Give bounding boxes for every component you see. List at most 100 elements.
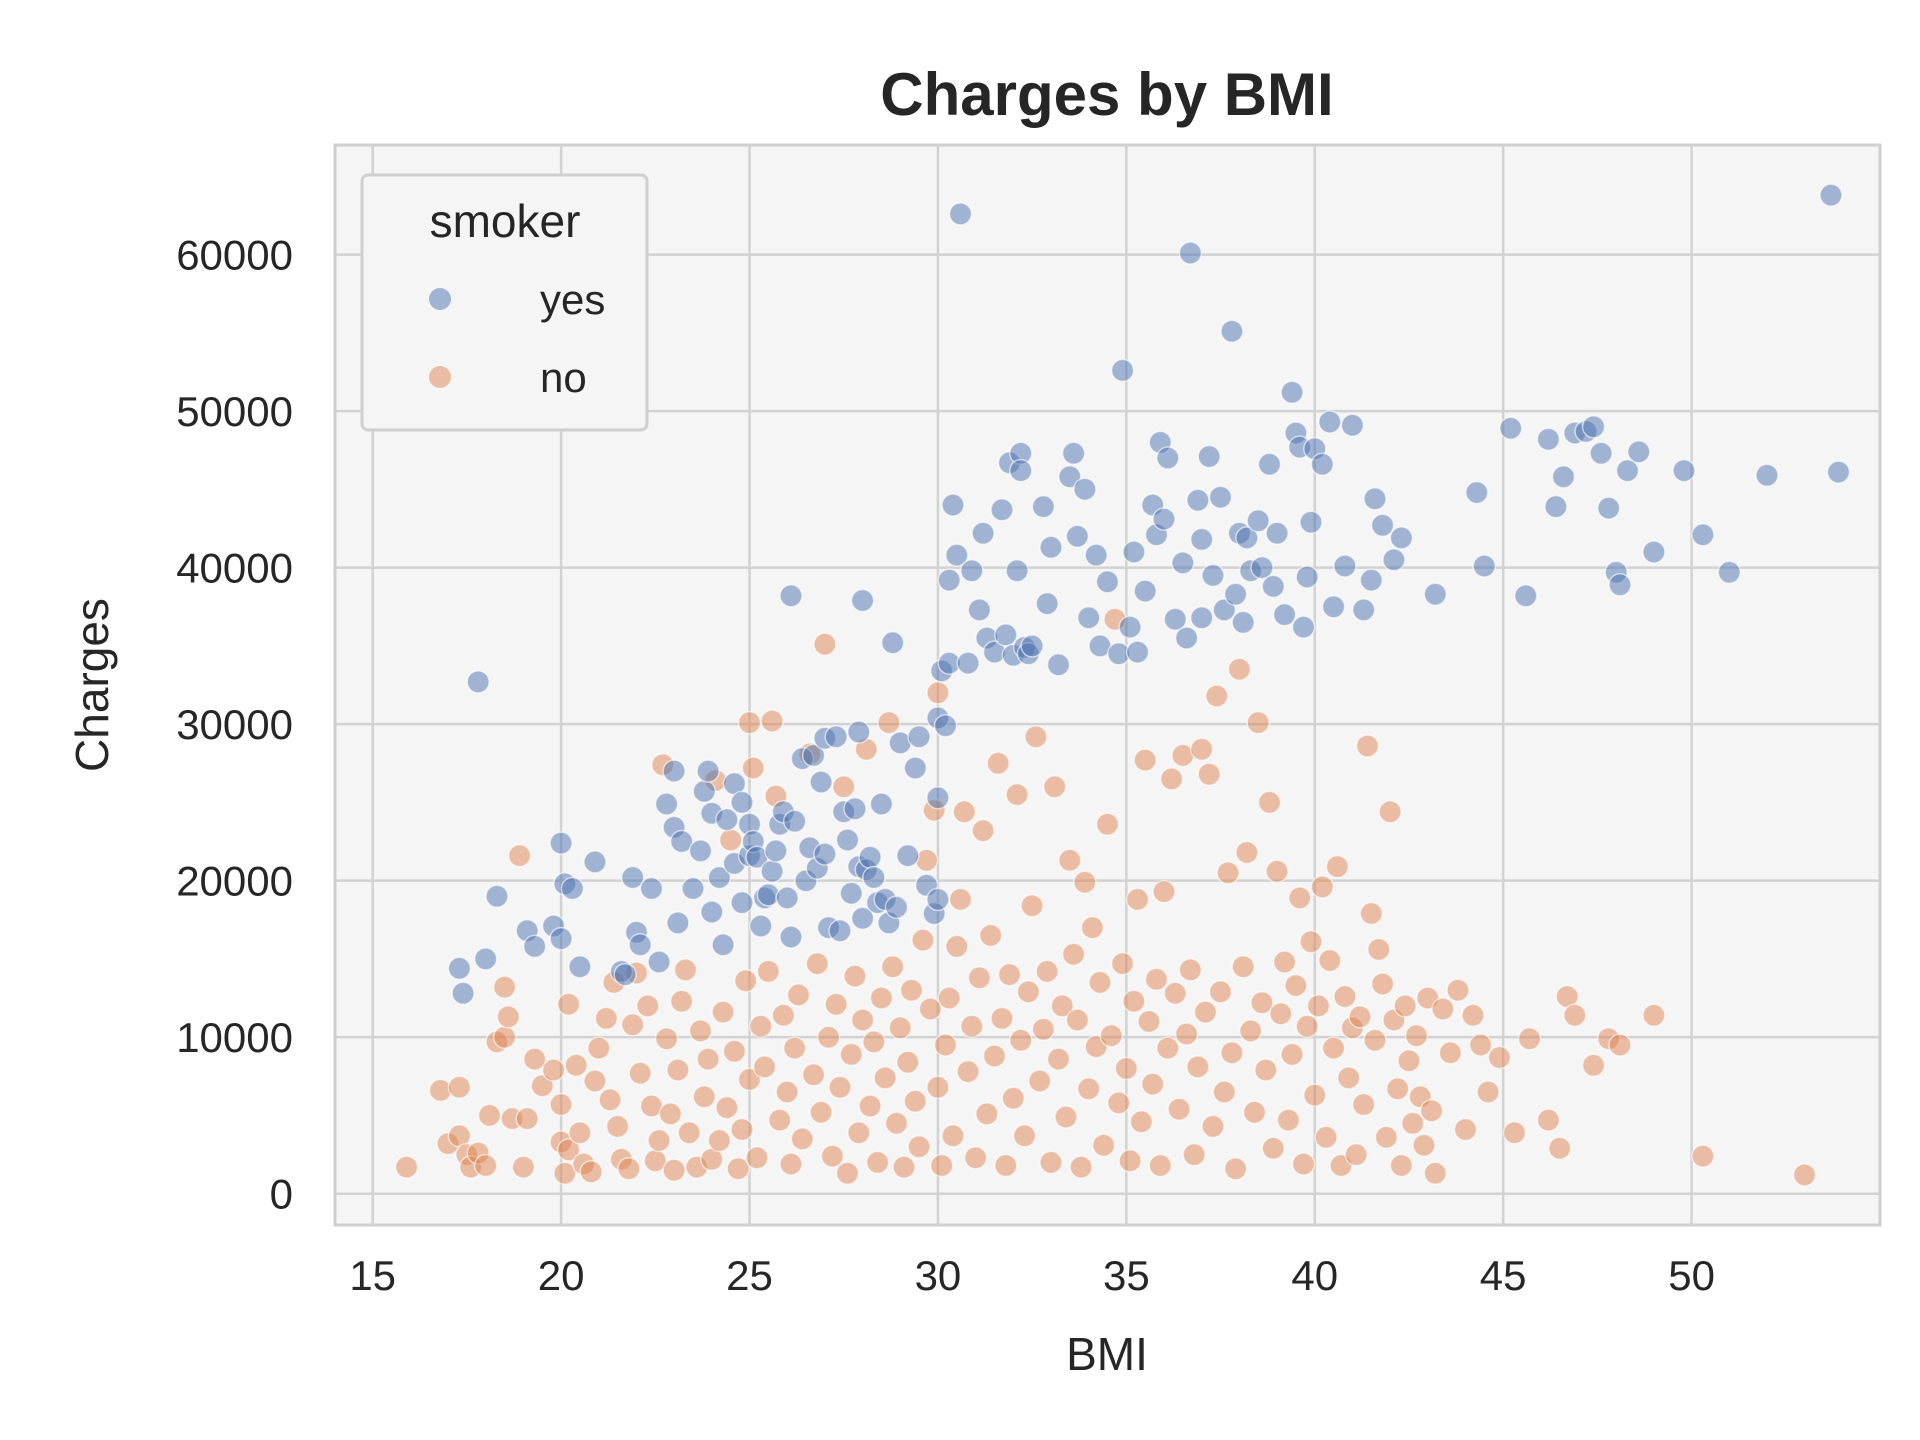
data-point-no (594, 1006, 619, 1031)
data-point-yes (862, 865, 886, 890)
data-point-yes (1608, 573, 1632, 597)
data-point-yes (937, 568, 961, 592)
data-point-yes (620, 865, 645, 890)
data-point-yes (715, 807, 739, 832)
data-point-no (1344, 1142, 1368, 1167)
data-point-no (1231, 954, 1255, 979)
y-axis-ticks: 0 10000 20000 30000 40000 50000 60000 (176, 232, 293, 1218)
data-point-no (718, 828, 743, 852)
data-point-no (741, 756, 766, 780)
legend-label-no: no (540, 354, 587, 401)
data-point-no (1242, 1100, 1267, 1125)
data-point-no (926, 681, 950, 705)
data-point-yes (1039, 535, 1063, 560)
data-point-no (978, 923, 1003, 948)
data-point-yes (1118, 615, 1142, 639)
data-point-no (522, 1047, 547, 1071)
data-point-no (1129, 1109, 1154, 1134)
data-point-no (847, 1120, 871, 1145)
x-tick-label: 45 (1480, 1252, 1527, 1299)
data-point-yes (1627, 440, 1651, 464)
data-point-yes (847, 720, 871, 744)
data-point-no (752, 1055, 777, 1079)
data-point-yes (850, 906, 875, 930)
data-point-no (1423, 1161, 1448, 1186)
data-point-no (1042, 774, 1067, 799)
data-point-no (1792, 1163, 1817, 1187)
legend-marker-no (429, 366, 451, 388)
data-point-yes (1819, 183, 1843, 207)
data-point-yes (1615, 458, 1640, 483)
data-point-no (1272, 950, 1297, 974)
data-point-no (911, 928, 935, 952)
data-point-no (1581, 1053, 1606, 1078)
chart-title: Charges by BMI (880, 61, 1333, 128)
data-point-no (492, 1025, 517, 1049)
data-point-no (960, 1014, 984, 1038)
data-point-yes (696, 759, 720, 783)
data-point-no (1412, 1133, 1436, 1157)
data-point-no (975, 1102, 999, 1126)
data-point-yes (994, 623, 1018, 647)
data-point-no (1303, 1083, 1327, 1107)
data-point-yes (926, 785, 950, 810)
data-point-no (862, 1030, 886, 1054)
data-point-no (1385, 1077, 1410, 1101)
data-point-no (1069, 1155, 1093, 1179)
x-tick-label: 35 (1103, 1252, 1150, 1299)
data-point-no (1201, 1114, 1225, 1139)
data-point-no (1246, 710, 1270, 735)
data-point-no (1419, 1098, 1444, 1123)
x-tick-label: 25 (726, 1252, 773, 1299)
data-point-no (620, 1012, 645, 1037)
data-point-no (1046, 1047, 1071, 1071)
legend-marker-yes (429, 288, 451, 310)
data-point-yes (1265, 521, 1289, 545)
data-point-yes (884, 895, 909, 920)
data-point-yes (1189, 527, 1214, 552)
data-point-no (1065, 1008, 1090, 1032)
data-point-yes (869, 792, 894, 816)
data-point-yes (1095, 569, 1120, 594)
data-point-no (628, 1061, 652, 1085)
data-point-yes (1156, 446, 1180, 470)
data-point-no (990, 1006, 1014, 1031)
data-point-yes (681, 876, 705, 901)
data-point-no (1137, 1009, 1161, 1034)
legend-title: smoker (430, 195, 581, 247)
data-point-yes (880, 630, 905, 655)
data-point-no (669, 989, 694, 1013)
data-point-no (873, 1066, 897, 1090)
data-point-no (658, 1102, 683, 1126)
y-tick-label: 10000 (176, 1014, 293, 1061)
data-point-no (1348, 1005, 1372, 1029)
data-point-yes (613, 962, 637, 987)
data-point-yes (1231, 610, 1255, 635)
data-point-no (1061, 942, 1086, 966)
data-point-yes (749, 914, 773, 938)
data-point-no (884, 1111, 909, 1136)
data-point-yes (1046, 652, 1071, 677)
legend: smoker yes no (360, 173, 649, 432)
x-tick-label: 20 (538, 1252, 585, 1299)
data-point-yes (730, 790, 754, 815)
data-point-no (1284, 973, 1308, 998)
data-point-yes (1321, 594, 1346, 619)
data-point-yes (1672, 458, 1696, 483)
data-point-yes (1009, 458, 1033, 483)
data-point-no (1197, 762, 1221, 786)
data-point-yes (1186, 488, 1210, 513)
data-point-no (952, 800, 977, 824)
data-point-no (1269, 1001, 1293, 1026)
data-point-no (1502, 1120, 1527, 1145)
data-point-yes (1544, 494, 1568, 519)
data-point-no (1563, 1003, 1587, 1028)
data-point-no (831, 774, 856, 799)
data-point-no (1193, 1000, 1218, 1024)
data-point-yes (1280, 380, 1304, 405)
data-point-yes (850, 588, 875, 613)
data-point-no (809, 1100, 833, 1125)
data-point-no (1254, 1058, 1278, 1082)
data-point-no (1182, 1142, 1206, 1167)
